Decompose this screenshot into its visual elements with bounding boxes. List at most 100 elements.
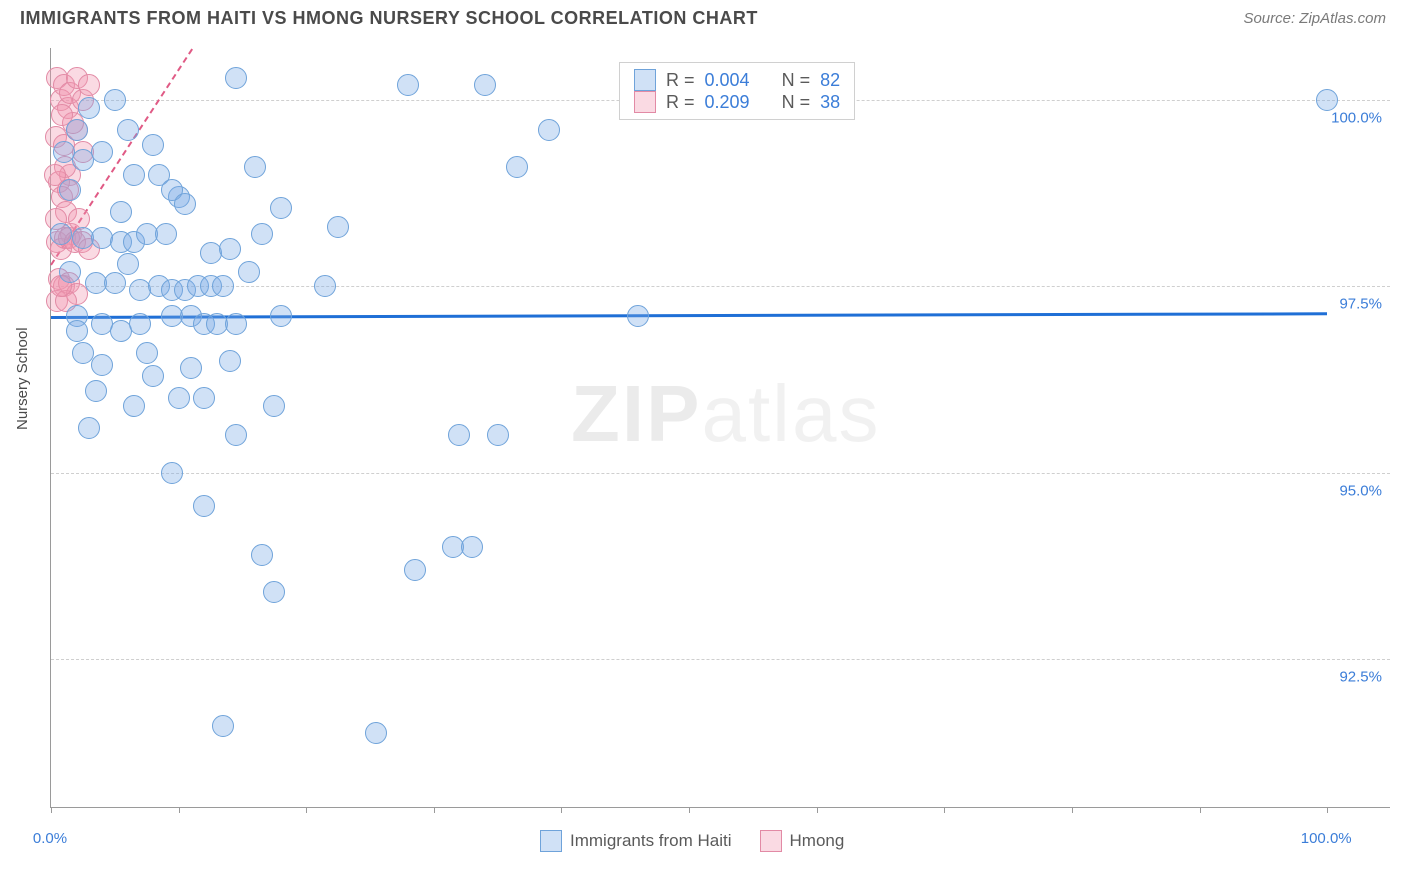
data-point: [212, 715, 234, 737]
gridline: [51, 286, 1390, 287]
x-tick: [689, 807, 690, 813]
watermark-atlas: atlas: [701, 369, 880, 458]
legend-stats-row: R =0.209N =38: [634, 91, 840, 113]
data-point: [117, 119, 139, 141]
legend-swatch: [760, 830, 782, 852]
data-point: [59, 261, 81, 283]
legend-item: Hmong: [760, 830, 845, 852]
gridline: [51, 659, 1390, 660]
x-tick: [179, 807, 180, 813]
data-point: [155, 223, 177, 245]
legend-swatch: [634, 91, 656, 113]
data-point: [78, 417, 100, 439]
n-value: 38: [820, 92, 840, 113]
r-value: 0.209: [705, 92, 750, 113]
legend-swatch: [634, 69, 656, 91]
legend-label: Immigrants from Haiti: [570, 831, 732, 851]
data-point: [66, 320, 88, 342]
data-point: [404, 559, 426, 581]
legend-swatch: [540, 830, 562, 852]
data-point: [219, 238, 241, 260]
legend-item: Immigrants from Haiti: [540, 830, 732, 852]
y-tick-label: 100.0%: [1331, 110, 1382, 127]
data-point: [538, 119, 560, 141]
data-point: [627, 305, 649, 327]
legend-label: Hmong: [790, 831, 845, 851]
x-tick: [817, 807, 818, 813]
data-point: [180, 357, 202, 379]
data-point: [78, 97, 100, 119]
x-tick: [306, 807, 307, 813]
data-point: [244, 156, 266, 178]
data-point: [72, 149, 94, 171]
data-point: [85, 380, 107, 402]
x-tick: [1327, 807, 1328, 813]
data-point: [461, 536, 483, 558]
data-point: [78, 74, 100, 96]
data-point: [251, 223, 273, 245]
chart-header: IMMIGRANTS FROM HAITI VS HMONG NURSERY S…: [0, 0, 1406, 33]
n-value: 82: [820, 70, 840, 91]
chart-plot-area: ZIPatlas 92.5%95.0%97.5%100.0%R =0.004N …: [50, 48, 1390, 808]
watermark: ZIPatlas: [571, 368, 880, 460]
data-point: [219, 350, 241, 372]
data-point: [161, 462, 183, 484]
x-tick: [1072, 807, 1073, 813]
data-point: [474, 74, 496, 96]
legend-bottom: Immigrants from Haiti Hmong: [540, 830, 844, 852]
r-label: R =: [666, 70, 695, 91]
data-point: [174, 193, 196, 215]
data-point: [365, 722, 387, 744]
data-point: [327, 216, 349, 238]
gridline: [51, 473, 1390, 474]
data-point: [506, 156, 528, 178]
data-point: [59, 179, 81, 201]
data-point: [225, 424, 247, 446]
data-point: [129, 313, 151, 335]
legend-stats: R = 0.004 N = 82R = 0.209 N = 38: [619, 62, 855, 120]
data-point: [142, 365, 164, 387]
data-point: [263, 581, 285, 603]
data-point: [238, 261, 260, 283]
data-point: [314, 275, 336, 297]
chart-source: Source: ZipAtlas.com: [1243, 10, 1386, 27]
data-point: [91, 141, 113, 163]
legend-stats-row: R = 0.004 N = 82: [634, 69, 840, 91]
data-point: [487, 424, 509, 446]
data-point: [397, 74, 419, 96]
data-point: [225, 67, 247, 89]
data-point: [91, 313, 113, 335]
data-point: [193, 495, 215, 517]
data-point: [66, 119, 88, 141]
y-axis-label: Nursery School: [14, 327, 31, 430]
data-point: [263, 395, 285, 417]
data-point: [104, 272, 126, 294]
data-point: [117, 253, 139, 275]
x-tick: [1200, 807, 1201, 813]
y-tick-label: 92.5%: [1339, 668, 1382, 685]
chart-title: IMMIGRANTS FROM HAITI VS HMONG NURSERY S…: [20, 8, 758, 29]
data-point: [193, 387, 215, 409]
r-value: 0.004: [705, 70, 750, 91]
y-tick-label: 97.5%: [1339, 296, 1382, 313]
data-point: [72, 342, 94, 364]
x-tick-label: 0.0%: [33, 830, 67, 847]
data-point: [110, 201, 132, 223]
data-point: [142, 134, 164, 156]
data-point: [50, 223, 72, 245]
data-point: [91, 354, 113, 376]
data-point: [1316, 89, 1338, 111]
data-point: [123, 164, 145, 186]
x-tick: [51, 807, 52, 813]
watermark-zip: ZIP: [571, 369, 701, 458]
data-point: [270, 305, 292, 327]
data-point: [251, 544, 273, 566]
x-tick-label: 100.0%: [1301, 830, 1352, 847]
data-point: [448, 424, 470, 446]
x-tick: [561, 807, 562, 813]
n-label: N =: [782, 92, 811, 113]
data-point: [136, 342, 158, 364]
n-label: N =: [782, 70, 811, 91]
data-point: [212, 275, 234, 297]
data-point: [168, 387, 190, 409]
